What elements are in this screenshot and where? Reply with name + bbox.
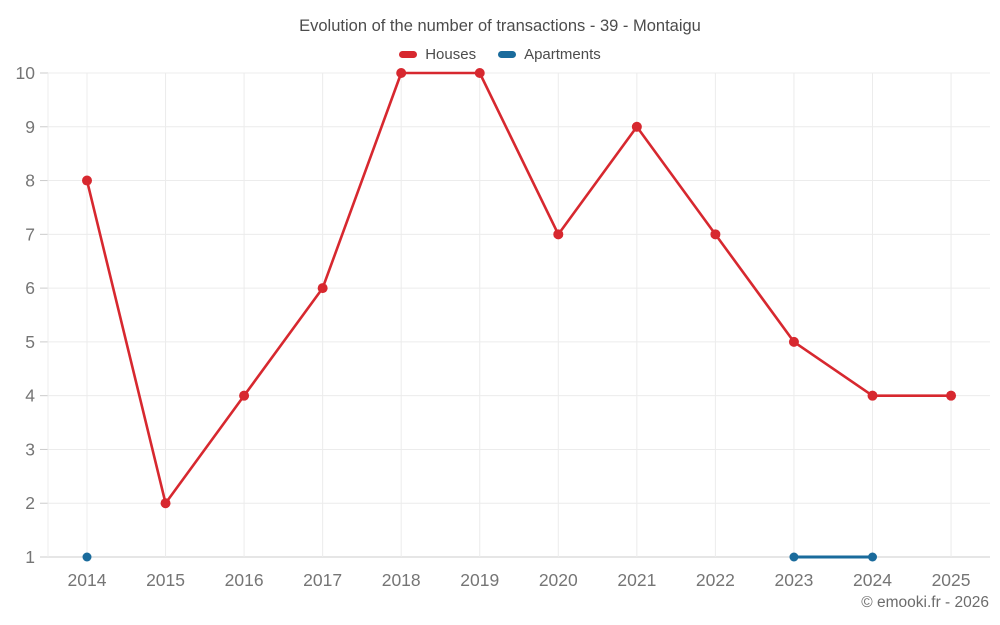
x-axis-label: 2014 <box>68 570 107 590</box>
y-axis-label: 7 <box>25 224 35 244</box>
chart-title: Evolution of the number of transactions … <box>299 17 701 35</box>
y-axis-label: 2 <box>25 493 35 513</box>
houses-swatch-icon <box>399 51 418 58</box>
apartments-point-2024 <box>868 552 877 562</box>
x-axis-label: 2016 <box>225 570 264 590</box>
y-axis-label: 1 <box>25 547 35 567</box>
legend-item-apartments[interactable]: Apartments <box>498 46 601 63</box>
houses-point-2015 <box>160 498 171 509</box>
x-axis-label: 2022 <box>696 570 735 590</box>
x-axis-label: 2024 <box>853 570 892 590</box>
y-axis-label: 9 <box>25 117 35 137</box>
houses-point-2023 <box>788 336 799 347</box>
houses-point-2021 <box>631 121 642 132</box>
y-axis-label: 8 <box>25 171 35 191</box>
houses-point-2017 <box>317 283 328 294</box>
y-axis-label: 10 <box>16 63 36 83</box>
y-axis-label: 3 <box>25 439 35 459</box>
x-axis-label: 2015 <box>146 570 185 590</box>
legend: Houses Apartments <box>0 46 1000 63</box>
x-axis-label: 2023 <box>774 570 813 590</box>
houses-point-2020 <box>553 229 564 240</box>
houses-point-2025 <box>946 390 957 401</box>
houses-point-2014 <box>82 175 92 186</box>
legend-label-houses: Houses <box>425 46 477 63</box>
apartments-point-2014 <box>82 552 92 562</box>
x-axis-label: 2020 <box>539 570 578 590</box>
houses-point-2016 <box>239 390 250 401</box>
legend-item-houses[interactable]: Houses <box>399 46 476 63</box>
x-axis-label: 2025 <box>932 570 971 590</box>
y-axis-label: 6 <box>25 278 35 298</box>
houses-line <box>85 71 953 505</box>
x-axis-label: 2019 <box>460 570 499 590</box>
houses-point-2019 <box>474 68 485 78</box>
houses-point-2018 <box>396 68 407 78</box>
y-axis-label: 5 <box>25 332 35 352</box>
copyright: © emooki.fr - 2026 <box>861 594 989 611</box>
apartments-swatch-icon <box>498 51 517 58</box>
apartments-point-2023 <box>789 552 799 562</box>
x-axis-label: 2017 <box>303 570 342 590</box>
houses-point-2024 <box>867 390 878 401</box>
x-axis-label: 2018 <box>382 570 421 590</box>
x-axis-label: 2021 <box>617 570 656 590</box>
y-axis-label: 4 <box>25 386 35 406</box>
houses-point-2022 <box>710 229 721 240</box>
legend-label-apartments: Apartments <box>524 46 601 63</box>
